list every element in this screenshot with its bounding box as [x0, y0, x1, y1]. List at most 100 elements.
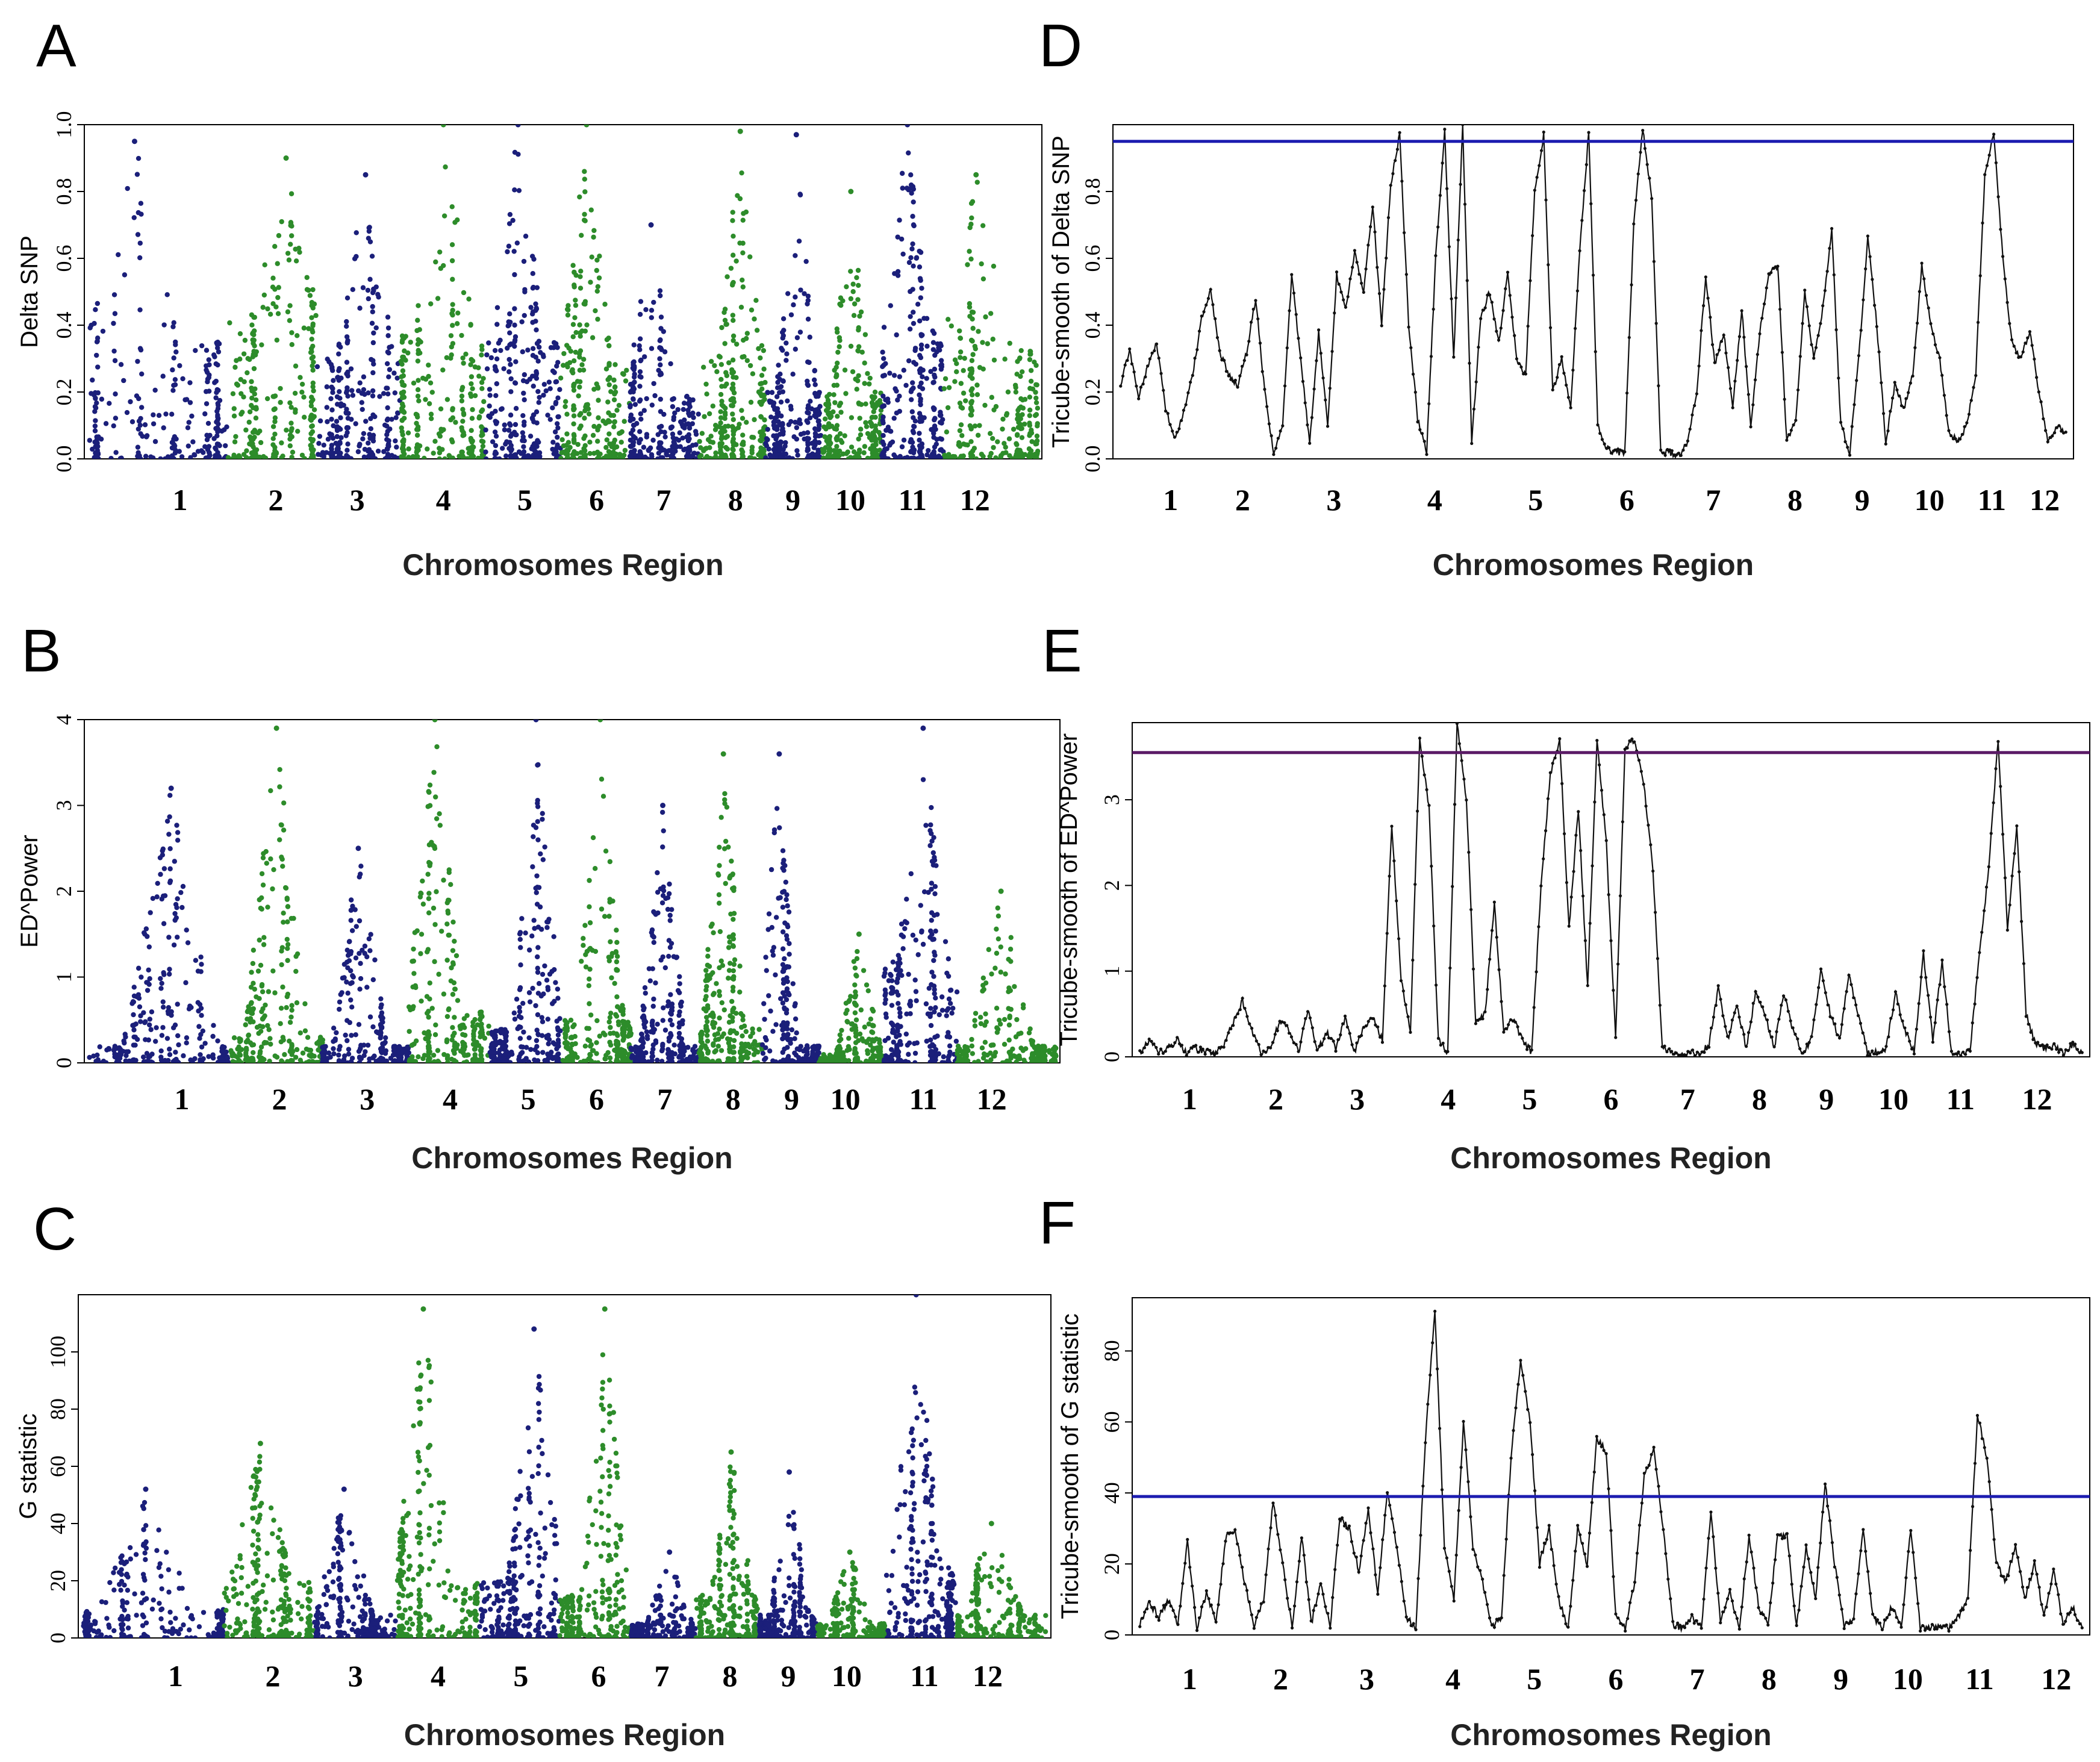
data-point	[142, 422, 148, 428]
data-point	[568, 1035, 573, 1041]
data-point	[518, 1051, 523, 1057]
data-point	[908, 288, 913, 294]
data-point	[447, 453, 452, 459]
data-point	[867, 375, 873, 381]
data-point	[912, 418, 918, 424]
data-point	[993, 403, 999, 409]
data-point	[175, 896, 180, 901]
data-point	[602, 1056, 608, 1062]
data-point	[258, 440, 264, 446]
data-point	[237, 456, 242, 459]
data-point	[702, 446, 708, 452]
data-point	[628, 404, 633, 409]
data-point	[449, 1037, 455, 1043]
data-point	[137, 240, 143, 246]
y-tick-label: 1.0	[52, 111, 76, 139]
data-point	[170, 367, 175, 373]
data-point	[631, 416, 636, 422]
data-point	[278, 400, 283, 405]
data-point	[497, 456, 502, 459]
data-point	[779, 428, 785, 433]
data-point	[284, 428, 289, 433]
data-point	[577, 426, 582, 431]
data-point	[811, 445, 817, 450]
data-point	[167, 1052, 173, 1057]
data-point	[434, 744, 440, 750]
data-point	[687, 422, 693, 428]
data-point	[967, 314, 973, 319]
data-point	[812, 391, 818, 396]
data-point	[131, 1027, 137, 1033]
data-point	[211, 1023, 216, 1029]
data-point	[316, 1060, 322, 1063]
data-point	[357, 918, 363, 924]
data-point	[143, 453, 149, 459]
data-point	[170, 324, 176, 329]
data-point	[655, 1021, 660, 1027]
data-point	[761, 366, 767, 372]
data-point	[636, 453, 642, 458]
data-point	[338, 415, 343, 420]
data-point	[980, 453, 986, 459]
data-point	[794, 335, 800, 340]
data-point	[469, 416, 475, 421]
data-point	[267, 1059, 272, 1063]
data-point	[834, 444, 840, 449]
data-point	[134, 172, 140, 177]
data-point	[573, 297, 578, 303]
data-point	[891, 452, 897, 458]
data-point	[872, 389, 878, 395]
data-point	[112, 358, 118, 364]
data-point	[726, 360, 732, 366]
data-point	[129, 419, 136, 425]
data-point	[831, 382, 837, 388]
data-point	[278, 1006, 284, 1011]
data-point	[606, 453, 612, 459]
data-point	[197, 1036, 202, 1041]
data-point	[610, 898, 615, 904]
data-point	[834, 326, 840, 332]
data-point	[614, 927, 619, 933]
data-point	[643, 1050, 649, 1056]
data-point	[431, 450, 436, 456]
data-point	[887, 370, 893, 376]
data-point	[963, 398, 968, 403]
data-point	[448, 355, 453, 361]
data-point	[136, 210, 142, 216]
data-point	[87, 1054, 92, 1060]
data-point	[519, 1015, 524, 1021]
data-point	[797, 329, 803, 335]
data-point	[159, 980, 164, 986]
data-point	[939, 362, 944, 367]
data-point	[595, 1060, 601, 1063]
data-point	[555, 425, 561, 431]
series-chr-1	[87, 139, 229, 459]
data-point	[216, 402, 221, 408]
data-point	[953, 369, 959, 375]
data-point	[873, 414, 878, 420]
data-point	[422, 1030, 427, 1036]
data-point	[566, 440, 572, 445]
data-point	[885, 425, 891, 430]
data-point	[834, 437, 840, 443]
data-point	[148, 1027, 154, 1032]
data-point	[895, 234, 900, 240]
data-point	[460, 453, 466, 459]
data-point	[425, 1060, 431, 1063]
data-point	[632, 435, 638, 441]
data-point	[758, 437, 763, 443]
data-point	[942, 452, 947, 458]
data-point	[420, 878, 425, 884]
data-point	[111, 320, 116, 326]
data-point	[203, 455, 209, 459]
x-tick-label: 1	[173, 483, 188, 517]
data-point	[173, 1050, 178, 1055]
data-point	[525, 455, 531, 459]
data-point	[552, 998, 557, 1004]
data-point	[517, 985, 523, 991]
x-tick-label: 9	[785, 483, 800, 517]
data-point	[434, 889, 439, 894]
data-point	[698, 445, 703, 450]
data-point	[965, 262, 970, 267]
data-point	[479, 379, 485, 385]
